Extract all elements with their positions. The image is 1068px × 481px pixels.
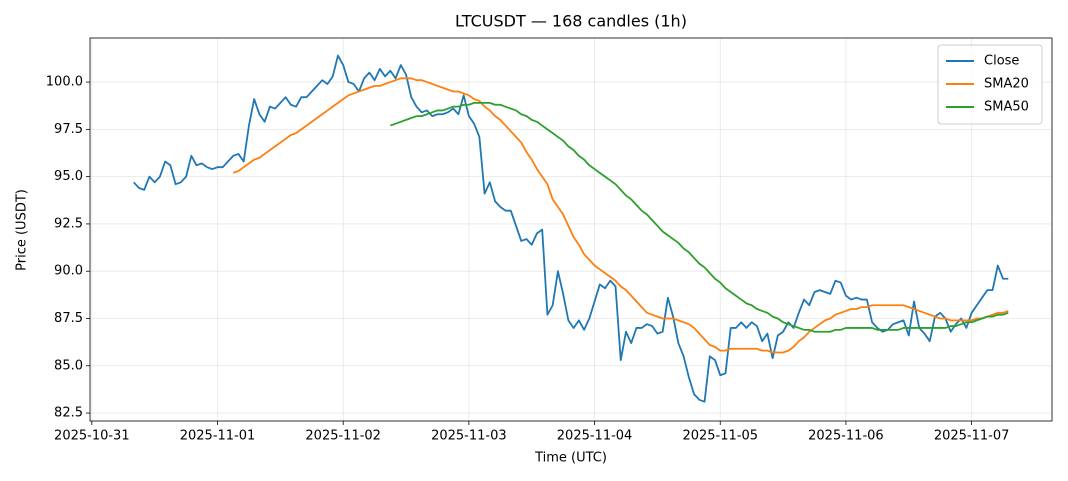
grid [90, 38, 1052, 421]
x-tick-label: 2025-10-31 [54, 429, 130, 444]
x-tick-label: 2025-11-05 [682, 429, 758, 444]
x-tick-label: 2025-11-06 [808, 429, 884, 444]
y-tick-label: 92.5 [54, 216, 83, 231]
chart-title: LTCUSDT — 168 candles (1h) [455, 12, 687, 31]
y-tick-label: 100.0 [46, 75, 83, 90]
series-line [232, 77, 1009, 354]
x-axis-label: Time (UTC) [534, 451, 607, 466]
y-tick-label: 82.5 [54, 406, 83, 421]
x-tick-label: 2025-11-01 [180, 429, 256, 444]
legend: Close SMA20 SMA50 [937, 44, 1043, 125]
y-tick-label: 90.0 [54, 264, 83, 279]
x-tick-label: 2025-11-03 [431, 429, 507, 444]
legend-label: SMA20 [984, 77, 1029, 92]
legend-label: Close [984, 54, 1019, 69]
y-axis-label: Price (USDT) [15, 189, 30, 271]
y-tick-label: 95.0 [54, 169, 83, 184]
y-tick-label: 87.5 [54, 311, 83, 326]
plot-frame [89, 37, 1053, 422]
legend-box [937, 44, 1043, 125]
x-tick-label: 2025-11-07 [934, 429, 1010, 444]
x-tick-label: 2025-11-02 [305, 429, 381, 444]
x-tick-label: 2025-11-04 [557, 429, 633, 444]
y-tick-label: 85.0 [54, 358, 83, 373]
legend-label: SMA50 [984, 100, 1029, 115]
y-tick-label: 97.5 [54, 122, 83, 137]
series-line [390, 101, 1009, 333]
series-line [133, 54, 1009, 403]
